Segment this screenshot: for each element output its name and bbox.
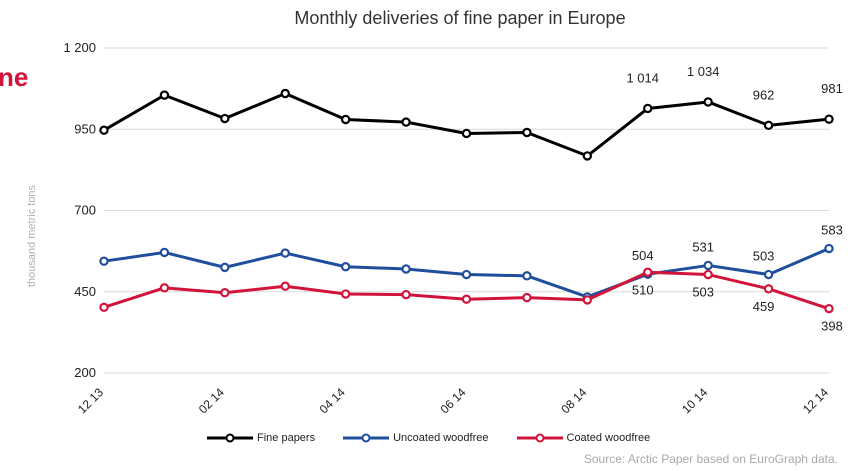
series-line-fine-papers: [103, 92, 830, 158]
data-label-coated-woodfree: 398: [821, 319, 843, 334]
data-point-uncoated-woodfree: [280, 248, 290, 258]
data-point-uncoated-woodfree: [401, 264, 411, 274]
data-point-fine-papers: [280, 88, 290, 99]
data-point-coated-woodfree: [763, 284, 774, 294]
legend-label-uncoated-woodfree: Uncoated woodfree: [393, 432, 489, 444]
x-tick-label: 04 14: [317, 385, 348, 416]
legend-item-uncoated-woodfree: Uncoated woodfree: [341, 432, 489, 444]
data-label-fine-papers: 1 014: [626, 70, 659, 85]
data-label-uncoated-woodfree: 503: [753, 249, 775, 264]
data-point-uncoated-woodfree: [824, 243, 834, 254]
data-label-fine-papers: 962: [753, 87, 775, 102]
data-point-uncoated-woodfree: [220, 262, 230, 273]
data-point-coated-woodfree: [643, 267, 653, 277]
y-tick-label: 200: [74, 365, 96, 380]
legend-label-coated-woodfree: Coated woodfree: [566, 432, 651, 444]
y-tick-label: 700: [74, 203, 96, 218]
data-point-uncoated-woodfree: [763, 269, 774, 280]
data-point-fine-papers: [763, 120, 774, 131]
y-tick-label: 1 200: [63, 40, 96, 55]
x-tick-label: 06 14: [437, 385, 468, 416]
data-point-coated-woodfree: [703, 269, 713, 280]
data-label-uncoated-woodfree: 531: [692, 239, 714, 254]
data-point-fine-papers: [159, 90, 170, 100]
data-point-fine-papers: [401, 117, 411, 127]
data-point-coated-woodfree: [582, 295, 593, 305]
data-point-fine-papers: [461, 128, 472, 139]
data-label-uncoated-woodfree: 504: [632, 248, 654, 263]
legend-swatch-uncoated-woodfree: [343, 433, 390, 443]
data-point-coated-woodfree: [340, 289, 351, 299]
data-point-uncoated-woodfree: [99, 256, 109, 266]
data-point-coated-woodfree: [824, 303, 834, 314]
data-point-fine-papers: [220, 113, 230, 124]
legend-swatch-coated-woodfree: [516, 433, 563, 443]
legend-item-coated-woodfree: Coated woodfree: [515, 432, 651, 444]
data-label-coated-woodfree: 459: [753, 299, 775, 314]
x-tick-label: 12 13: [75, 385, 106, 416]
data-point-coated-woodfree: [159, 283, 170, 293]
source-note: Source: Arctic Paper based on EuroGraph …: [583, 452, 838, 466]
data-point-coated-woodfree: [280, 281, 290, 291]
legend-item-fine-papers: Fine papers: [205, 432, 315, 444]
data-point-fine-papers: [99, 125, 109, 135]
data-point-uncoated-woodfree: [159, 247, 170, 258]
legend-swatch-fine-papers: [207, 433, 253, 443]
chart-title: Monthly deliveries of fine paper in Euro…: [294, 8, 626, 28]
legend-label-fine-papers: Fine papers: [257, 432, 316, 444]
data-point-coated-woodfree: [99, 302, 109, 313]
data-point-coated-woodfree: [401, 289, 411, 300]
y-tick-label: 450: [74, 284, 96, 299]
data-label-coated-woodfree: 503: [692, 285, 714, 300]
x-tick-label: 10 14: [679, 385, 710, 416]
data-point-fine-papers: [340, 114, 351, 125]
x-tick-label: 08 14: [558, 385, 589, 416]
data-point-fine-papers: [824, 114, 834, 124]
legend: Fine papers Uncoated woodfree Coated woo…: [205, 432, 650, 444]
data-label-fine-papers: 1 034: [687, 64, 720, 79]
data-point-fine-papers: [582, 151, 593, 161]
data-label-fine-papers: 981: [821, 81, 843, 96]
data-point-uncoated-woodfree: [461, 269, 472, 280]
data-point-fine-papers: [522, 127, 532, 138]
cropped-heading-fragment: ne: [0, 62, 29, 92]
data-point-coated-woodfree: [461, 294, 472, 304]
data-point-fine-papers: [643, 103, 653, 114]
data-label-uncoated-woodfree: 583: [821, 223, 843, 238]
data-point-fine-papers: [703, 97, 713, 107]
data-label-coated-woodfree: 510: [632, 282, 654, 297]
x-tick-label: 12 14: [800, 385, 831, 416]
data-point-coated-woodfree: [220, 288, 230, 298]
y-tick-label: 950: [74, 121, 96, 136]
data-point-uncoated-woodfree: [703, 260, 713, 271]
data-point-coated-woodfree: [522, 292, 532, 303]
x-tick-label: 02 14: [196, 385, 227, 416]
data-point-uncoated-woodfree: [522, 271, 532, 281]
data-point-uncoated-woodfree: [340, 262, 351, 272]
